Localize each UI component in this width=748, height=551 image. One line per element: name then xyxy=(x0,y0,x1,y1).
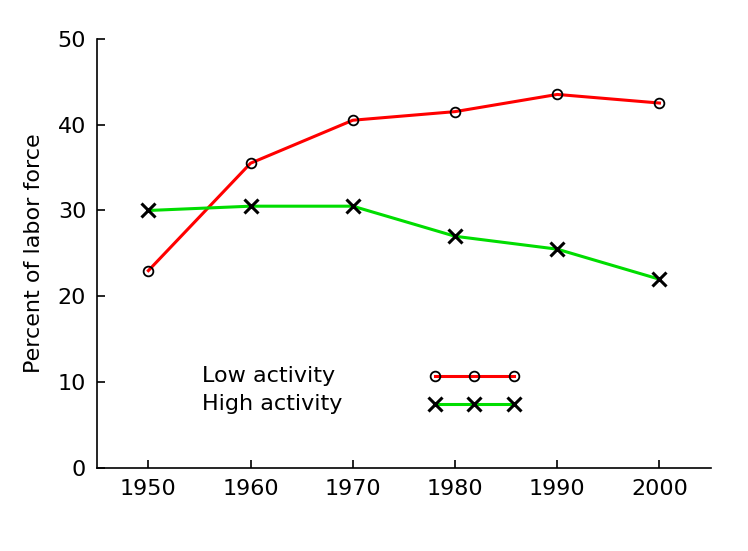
Text: Low activity: Low activity xyxy=(201,366,334,386)
Text: High activity: High activity xyxy=(201,394,342,414)
Y-axis label: Percent of labor force: Percent of labor force xyxy=(24,134,43,373)
